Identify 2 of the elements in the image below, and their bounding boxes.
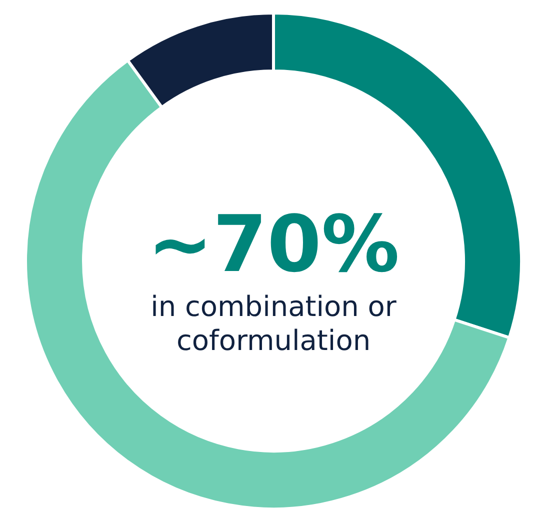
text: in combination or coformulation [150,290,397,357]
text: ~70% [147,200,400,290]
